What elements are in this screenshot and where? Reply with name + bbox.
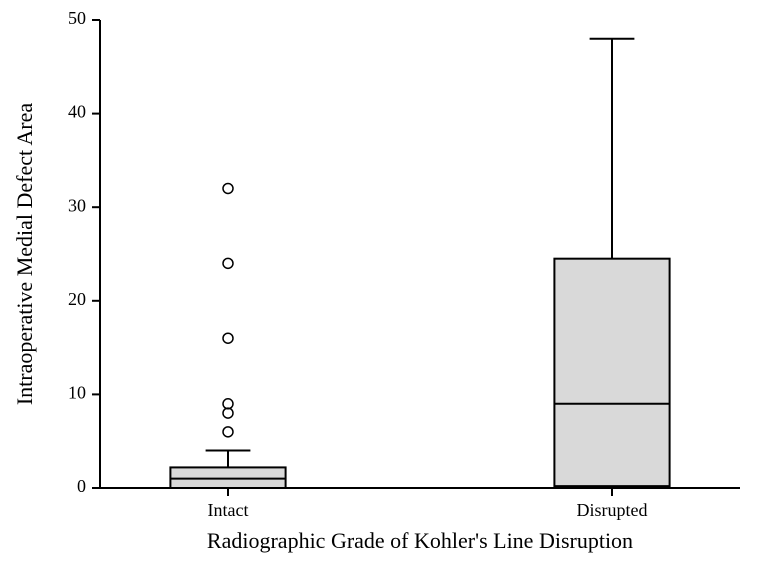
y-tick-label: 50 — [68, 8, 86, 28]
boxplot-chart: 0 10 20 30 40 50 Intact Disrupted Intraoperative… — [0, 0, 774, 569]
x-tick-label: Intact — [208, 500, 249, 520]
y-tick-label: 10 — [68, 383, 86, 403]
outlier-point — [223, 408, 233, 418]
chart-svg: 0 10 20 30 40 50 Intact Disrupted Intraoperative… — [0, 0, 774, 569]
y-tick-label: 40 — [68, 102, 86, 122]
x-tick-label: Disrupted — [577, 500, 648, 520]
x-axis-label: Radiographic Grade of Kohler's Line Disr… — [207, 528, 633, 553]
outlier-point — [223, 333, 233, 343]
outlier-point — [223, 399, 233, 409]
y-tick-label: 20 — [68, 289, 86, 309]
y-tick-label: 0 — [77, 476, 86, 496]
outlier-point — [223, 183, 233, 193]
box — [554, 259, 669, 486]
y-tick-label: 30 — [68, 195, 86, 215]
outlier-point — [223, 427, 233, 437]
outlier-point — [223, 258, 233, 268]
y-axis-label: Intraoperative Medial Defect Area — [12, 103, 37, 406]
